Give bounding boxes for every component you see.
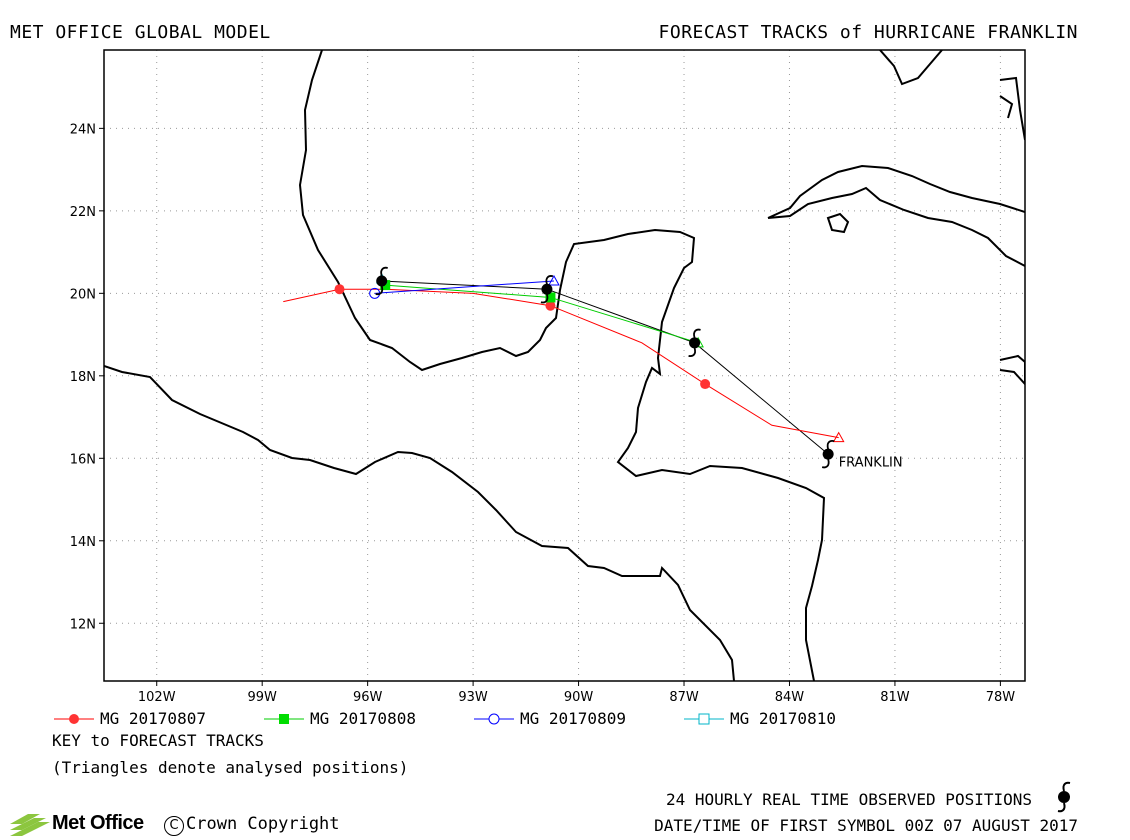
met-office-logo-icon [10,814,50,836]
x-tick-label: 78W [986,690,1016,705]
y-tick-label: 14N [70,535,96,550]
legend-line-cyan [684,713,724,724]
copyright-symbol: C [164,816,184,836]
map-frame [103,49,1026,682]
y-tick-label: 16N [70,452,96,467]
y-tick-label: 24N [70,122,96,137]
key-title: KEY to FORECAST TRACKS [52,731,264,750]
met-office-logo-text: Met Office [52,812,144,834]
track-marker [545,292,556,303]
storm-symbols [375,266,835,469]
track-marker [334,284,345,295]
y-tick-label: 20N [70,287,96,302]
hurricane-symbol-icon [821,440,835,469]
forecast-track-line [374,280,554,294]
y-tick-label: 12N [70,617,96,632]
observed-track-line [381,280,829,455]
hurricane-symbol-icon [1057,781,1071,813]
first-symbol-date: DATE/TIME OF FIRST SYMBOL 00Z 07 AUGUST … [654,816,1078,835]
copyright-text: Crown Copyright [186,814,340,834]
coastlines [104,50,1025,681]
coastline-pacific [104,365,735,681]
x-tick-label: 81W [880,690,910,705]
legend-label: MG 20170807 [100,709,206,728]
coastline-isla [826,212,850,234]
legend-item-20170810: MG 20170810 [682,708,836,728]
observed-positions-note: 24 HOURLY REAL TIME OBSERVED POSITIONS [665,790,1032,809]
x-tick-label: 87W [669,690,699,705]
analysed-triangle [548,274,560,286]
analysed-triangle [832,431,845,443]
legend-line-green [264,713,304,724]
coastline-florida [879,50,943,86]
x-tick-label: 96W [353,690,383,705]
track-marker [545,300,556,311]
coastline-gulf [298,50,826,681]
legend-label: MG 20170810 [730,709,836,728]
y-tick-label: 22N [70,205,96,220]
copyright: C Crown Copyright [164,814,340,836]
legend-line-blue [474,713,514,724]
legend-label: MG 20170808 [310,709,416,728]
forecast-track-line [283,288,839,439]
x-tick-label: 90W [564,690,594,705]
observed-track [381,280,829,455]
chart-title-left: MET OFFICE GLOBAL MODEL [10,22,271,43]
legend-line-red [54,713,94,724]
y-tick-label: 18N [70,370,96,385]
forecast-track-line [385,284,699,344]
coastline-bahamas [999,76,1025,141]
x-tick-label: 102W [138,690,176,705]
axis-labels: 102W 99W 96W 93W 90W 87W 84W 81W 78W 24N 22N 20N 18N… [70,122,1016,705]
hurricane-symbol-icon [540,275,554,304]
coastline-cuba [767,164,1025,267]
legend-item-20170808: MG 20170808 [262,708,416,728]
legend-item-20170809: MG 20170809 [472,708,626,728]
chart-title-right: FORECAST TRACKS of HURRICANE FRANKLIN [658,22,1078,43]
hurricane-symbol-icon [688,328,701,357]
legend-label: MG 20170809 [520,709,626,728]
legend-item-20170807: MG 20170807 [52,708,206,728]
x-tick-label: 93W [458,690,488,705]
track-marker [700,379,711,390]
hurricane-symbol-icon [375,266,388,296]
key-note: (Triangles denote analysed positions) [52,758,409,777]
graticule [104,50,1025,681]
x-tick-label: 84W [775,690,805,705]
forecast-track [369,274,560,299]
storm-label: FRANKLIN [839,456,903,471]
x-tick-label: 99W [247,690,277,705]
coastline-jamaica [999,354,1025,386]
forecast-track [283,284,845,443]
